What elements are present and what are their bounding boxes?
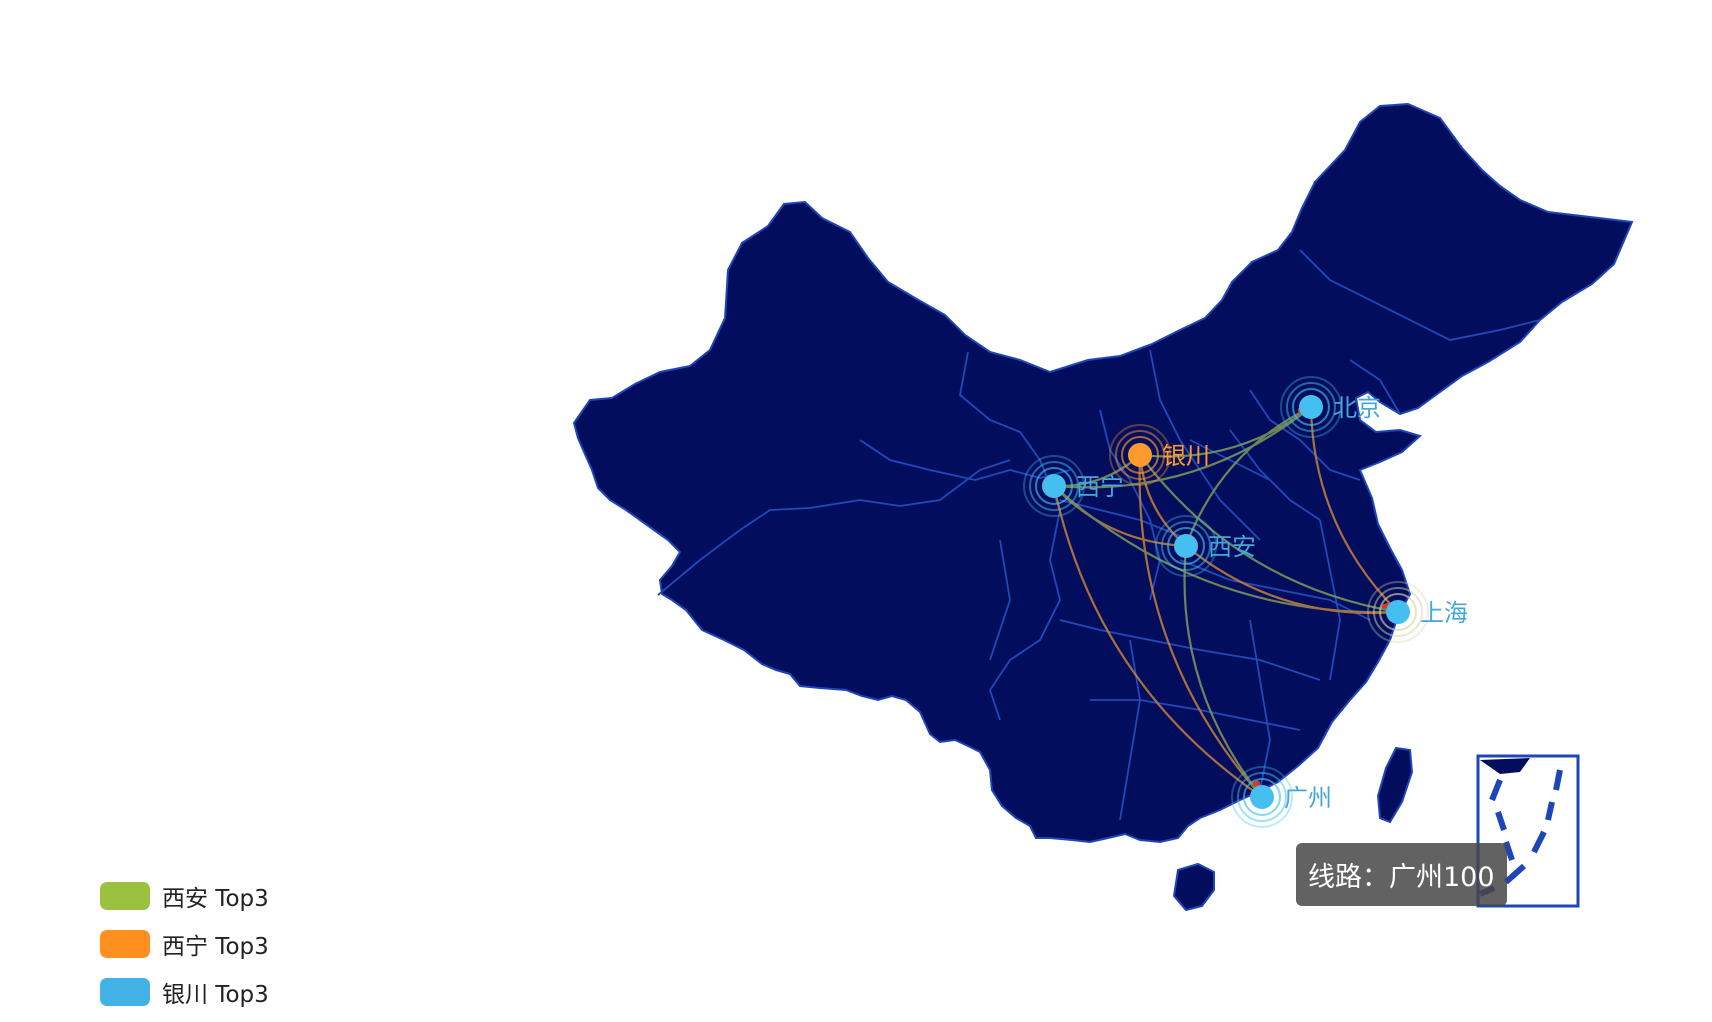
legend-label-yinchuan: 银川 Top3: [162, 982, 269, 1008]
legend: 西安 Top3 西宁 Top3 银川 Top3: [100, 872, 269, 1016]
city-ring-beijing: [1286, 382, 1336, 432]
city-marker-yinchuan[interactable]: 银川: [1109, 424, 1210, 486]
city-marker-beijing[interactable]: 北京: [1280, 376, 1381, 438]
city-ring-xian: [1155, 515, 1217, 577]
legend-swatch-xian: [100, 882, 150, 910]
route-xian-guangzhou[interactable]: [1183, 545, 1263, 798]
city-dot-guangzhou[interactable]: [1250, 785, 1274, 809]
city-ring-guangzhou: [1237, 772, 1287, 822]
city-label-xining: 西宁: [1076, 473, 1124, 501]
city-marker-xining[interactable]: 西宁: [1023, 455, 1124, 517]
city-ring-shanghai: [1367, 581, 1429, 643]
city-ring-xining: [1023, 455, 1085, 517]
city-dot-xian[interactable]: [1174, 534, 1198, 558]
hainan-island[interactable]: [1172, 862, 1215, 912]
route-xining-beijing[interactable]: [1053, 406, 1312, 489]
city-ring-shanghai: [1379, 593, 1417, 631]
city-label-guangzhou: 广州: [1284, 784, 1332, 812]
city-ring-xian: [1161, 521, 1211, 571]
city-ring-yinchuan: [1121, 436, 1159, 474]
city-ring-guangzhou: [1231, 766, 1293, 828]
city-marker-shanghai[interactable]: 上海: [1367, 581, 1468, 643]
legend-swatch-yinchuan: [100, 978, 150, 1006]
route-tooltip: 线路：广州100: [1296, 843, 1507, 906]
city-marker-guangzhou[interactable]: 广州: [1231, 766, 1332, 828]
city-label-beijing: 北京: [1333, 394, 1381, 422]
legend-label-xining: 西宁 Top3: [162, 934, 269, 960]
city-dot-xining[interactable]: [1042, 474, 1066, 498]
route-yinchuan-guangzhou[interactable]: [1138, 454, 1263, 798]
legend-label-xian: 西安 Top3: [162, 886, 269, 912]
city-ring-xining: [1029, 461, 1079, 511]
city-ring-beijing: [1292, 388, 1330, 426]
city-ring-yinchuan: [1115, 430, 1165, 480]
route-xining-guangzhou[interactable]: [1052, 485, 1263, 798]
city-label-xian: 西安: [1208, 533, 1256, 561]
taiwan-island[interactable]: [1376, 746, 1414, 824]
city-ring-beijing: [1280, 376, 1342, 438]
city-ring-guangzhou: [1243, 778, 1281, 816]
legend-swatch-xining: [100, 930, 150, 958]
legend-item-xining[interactable]: 西宁 Top3: [100, 920, 269, 968]
city-marker-xian[interactable]: 西安: [1155, 515, 1256, 577]
mainland-china-shape[interactable]: [572, 102, 1634, 844]
legend-item-yinchuan[interactable]: 银川 Top3: [100, 968, 269, 1016]
city-label-yinchuan: 银川: [1162, 442, 1210, 470]
route-xian-shanghai[interactable]: [1185, 545, 1399, 615]
route-yinchuan-shanghai[interactable]: [1139, 454, 1399, 614]
city-label-shanghai: 上海: [1420, 599, 1468, 627]
city-dot-yinchuan[interactable]: [1128, 443, 1152, 467]
city-ring-yinchuan: [1109, 424, 1171, 486]
city-dot-beijing[interactable]: [1299, 395, 1323, 419]
city-dot-shanghai[interactable]: [1386, 600, 1410, 624]
legend-item-xian[interactable]: 西安 Top3: [100, 872, 269, 920]
route-beijing-shanghai[interactable]: [1309, 406, 1399, 613]
city-ring-xian: [1167, 527, 1205, 565]
city-ring-xining: [1035, 467, 1073, 505]
province-borders: [657, 249, 1541, 821]
city-ring-shanghai: [1373, 587, 1423, 637]
